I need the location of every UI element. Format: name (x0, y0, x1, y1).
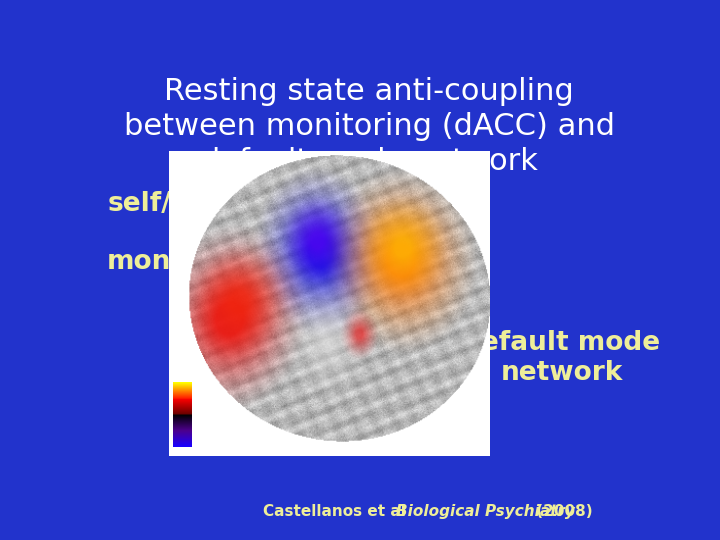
Text: (2008): (2008) (531, 504, 593, 519)
Text: default mode
network: default mode network (462, 330, 660, 386)
Text: 13: 13 (197, 379, 210, 388)
Text: Castellanos et al: Castellanos et al (263, 504, 411, 519)
Text: -13: -13 (197, 440, 215, 449)
Text: Biological Psychiatry: Biological Psychiatry (396, 504, 575, 519)
Text: Resting state anti-coupling
between monitoring (dACC) and
default mode network: Resting state anti-coupling between moni… (124, 77, 614, 176)
Text: self/conflic
t
monitoring: self/conflic t monitoring (107, 191, 271, 275)
